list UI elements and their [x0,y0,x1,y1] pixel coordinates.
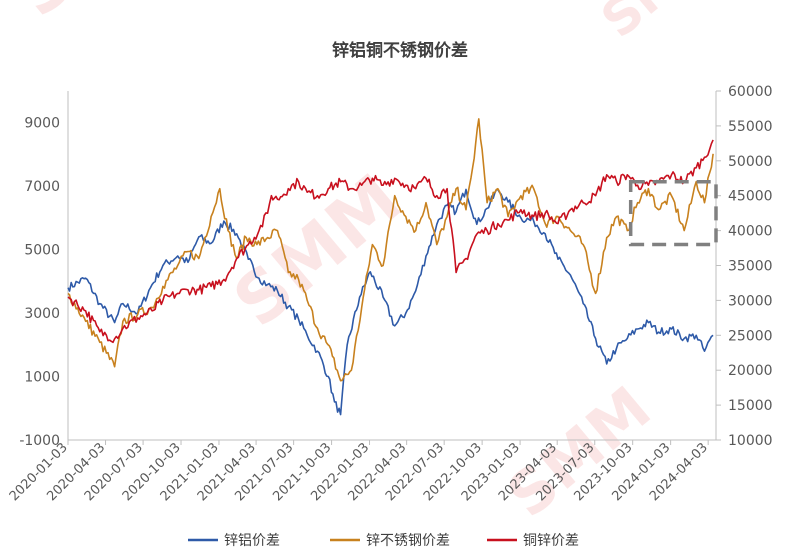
legend-label: 锌不锈钢价差 [366,533,450,549]
series-layer [67,118,714,416]
chart-title: 锌铝铜不锈钢价差 [332,40,468,61]
legend: 锌铝价差 锌不锈钢价差 铜锌价差 [188,533,579,549]
series-line-3 [67,139,714,344]
series-line-2 [67,118,714,382]
watermark-text: SMM [0,0,196,33]
legend-label: 铜锌价差 [523,533,579,549]
right-tick-label: 55000 [728,119,773,135]
right-tick-label: 45000 [728,189,773,205]
watermark-text: SMM [590,0,731,49]
left-tick-label: -1000 [19,433,60,449]
right-tick-label: 30000 [728,293,773,309]
right-tick-label: 50000 [728,154,773,170]
left-tick-label: 1000 [24,370,60,386]
right-tick-label: 25000 [728,328,773,344]
right-tick-label: 35000 [728,259,773,275]
series-line-1 [67,188,714,416]
right-tick-label: 40000 [728,224,773,240]
left-tick-label: 7000 [24,179,60,195]
highlight-box [628,179,718,247]
left-tick-label: 9000 [24,116,60,132]
left-tick-label: 3000 [24,306,60,322]
right-tick-label: 15000 [728,398,773,414]
legend-label: 锌铝价差 [224,533,280,549]
annotation-layer [628,179,718,247]
left-tick-label: 5000 [24,243,60,259]
right-tick-label: 60000 [728,84,773,100]
axes: -1000 1000 3000 5000 7000 9000 10000 15000 20000… [7,84,773,504]
right-tick-label: 20000 [728,363,773,379]
watermark-text: SMM [218,158,416,343]
right-tick-label: 10000 [728,433,773,449]
